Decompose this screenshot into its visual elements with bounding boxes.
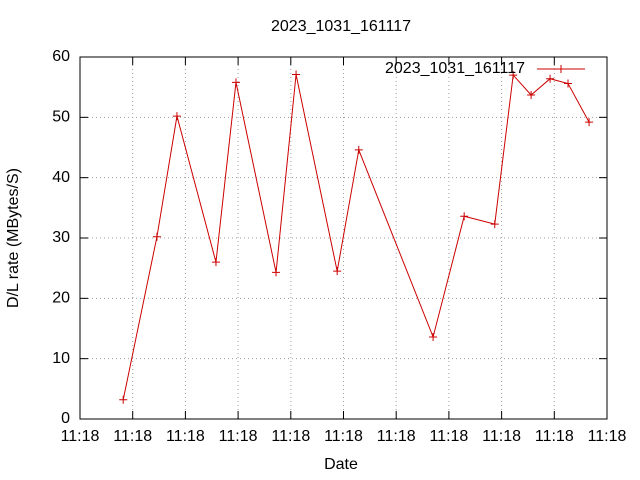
y-tick-label: 40 — [52, 169, 70, 186]
point — [490, 220, 499, 229]
point — [354, 145, 363, 154]
point — [585, 118, 594, 127]
x-tick-label: 11:18 — [324, 428, 363, 445]
legend-label: 2023_1031_161117 — [385, 60, 525, 77]
point — [172, 112, 181, 121]
point — [333, 267, 342, 276]
y-tick-label: 20 — [52, 290, 70, 307]
plot-border — [79, 56, 608, 420]
x-tick-label: 11:18 — [482, 428, 521, 445]
y-tick-label: 30 — [52, 229, 70, 246]
point — [272, 268, 281, 277]
y-axis-label: D/L rate (MBytes/S) — [5, 168, 22, 308]
y-tick-label: 50 — [52, 109, 70, 126]
x-tick-label: 11:18 — [377, 428, 416, 445]
point — [152, 232, 161, 241]
y-tick-label: 0 — [61, 410, 70, 427]
point — [527, 91, 536, 100]
x-tick-label: 11:18 — [429, 428, 468, 445]
point — [211, 258, 220, 267]
x-tick-label: 11:18 — [113, 428, 152, 445]
point — [429, 332, 438, 341]
y-tick-label: 60 — [52, 48, 70, 65]
point — [119, 395, 128, 404]
legend-marker — [557, 65, 565, 73]
x-tick-label: 11:18 — [271, 428, 310, 445]
y-tick-label: 10 — [52, 350, 70, 367]
data-line — [122, 73, 590, 400]
point — [292, 70, 301, 79]
x-tick-label: 11:18 — [588, 428, 627, 445]
chart-title: 2023_1031_161117 — [271, 18, 411, 35]
x-axis-label: Date — [324, 456, 358, 473]
x-tick-label: 11:18 — [166, 428, 205, 445]
point — [231, 78, 240, 87]
point — [509, 71, 518, 80]
point — [564, 79, 573, 88]
x-tick-label: 11:18 — [219, 428, 258, 445]
point — [546, 74, 555, 83]
point — [460, 212, 469, 221]
x-tick-label: 11:18 — [61, 428, 100, 445]
x-tick-label: 11:18 — [535, 428, 574, 445]
